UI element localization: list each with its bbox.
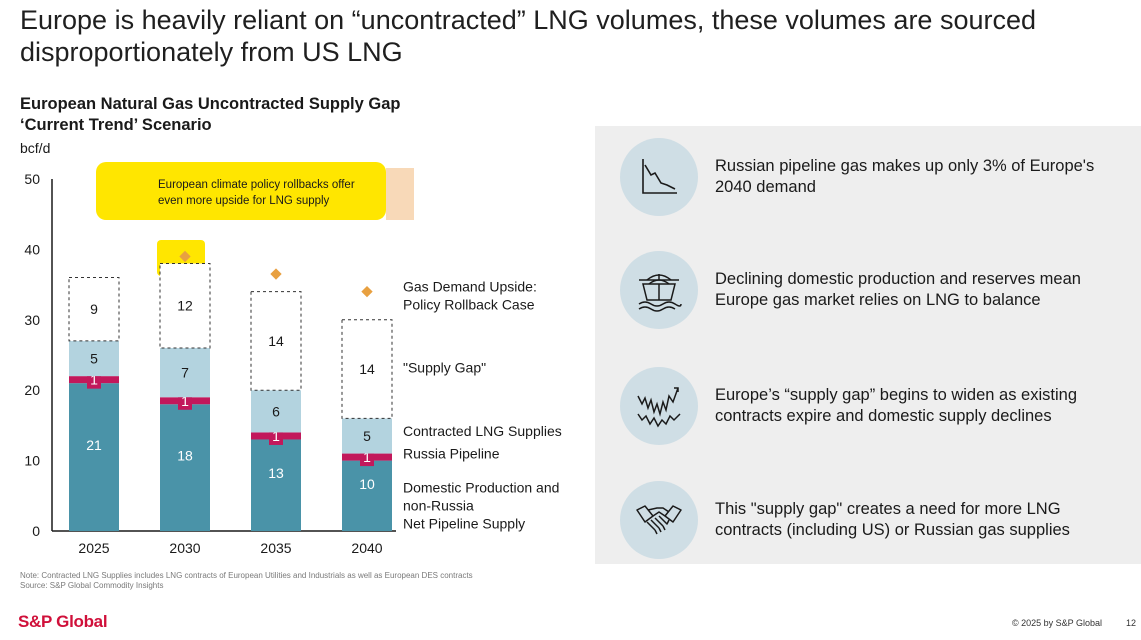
legend-label-upside: Policy Rollback Case [403, 297, 535, 313]
legend-label-gap: "Supply Gap" [403, 360, 486, 376]
key-point-3-text: Europe’s “supply gap” begins to widen as… [715, 386, 1077, 425]
russia-pipeline-value: 1 [363, 449, 371, 465]
note-text: Note: Contracted LNG Supplies includes L… [20, 571, 473, 580]
domestic-production-segment [69, 383, 119, 531]
chart-title-line-2: ‘Current Trend’ Scenario [20, 116, 212, 134]
supply-gap-value: 9 [90, 301, 98, 317]
contracted-lng-segment [160, 347, 210, 398]
policy-rollback-marker [361, 285, 373, 298]
key-point-1-text: Russian pipeline gas makes up only 3% of… [715, 157, 1095, 196]
chart-note: Note: Contracted LNG Supplies includes L… [20, 571, 473, 591]
contracted-lng-value: 5 [363, 428, 371, 444]
x-tick-label: 2040 [351, 540, 382, 556]
key-point-4: This "supply gap" creates a need for mor… [620, 481, 1115, 559]
callout-highlight-tail [386, 168, 414, 220]
domestic-production-segment [251, 439, 301, 531]
domestic-production-value: 13 [268, 465, 284, 481]
x-tick-label: 2025 [78, 540, 109, 556]
lng-tanker-ship-icon [620, 251, 698, 329]
russia-pipeline-value: 1 [90, 372, 98, 388]
supply-gap-value: 12 [177, 298, 193, 314]
supply-gap-value: 14 [268, 333, 284, 349]
supply-gap-segment [159, 262, 211, 349]
legend-label-upside: Gas Demand Upside: [403, 279, 537, 295]
legend-label-russia: Russia Pipeline [403, 445, 500, 461]
y-tick-label: 10 [24, 453, 40, 469]
y-tick-label: 40 [24, 241, 40, 257]
x-tick-label: 2030 [169, 540, 200, 556]
source-text: Source: S&P Global Commodity Insights [20, 581, 164, 590]
y-tick-label: 0 [32, 523, 40, 539]
legend-label-domestic: Net Pipeline Supply [403, 515, 525, 531]
stacked-bar-chart: European climate policy rollbacks offer e… [24, 162, 562, 556]
domestic-production-value: 21 [86, 437, 102, 453]
legend-label-domestic: non-Russia [403, 497, 474, 513]
callout-text-line-2: even more upside for LNG supply [158, 195, 330, 207]
domestic-production-value: 10 [359, 476, 375, 492]
key-point-2-text: Declining domestic production and reserv… [715, 270, 1081, 309]
key-point-2: Declining domestic production and reserv… [620, 251, 1115, 329]
supply-gap-segment [68, 277, 120, 342]
legend-label-lng: Contracted LNG Supplies [403, 423, 562, 439]
y-tick-label: 50 [24, 171, 40, 187]
contracted-lng-segment [342, 418, 392, 454]
supply-gap-value: 14 [359, 361, 375, 377]
volatile-line-chart-icon [620, 367, 698, 445]
x-tick-label: 2035 [260, 540, 291, 556]
domestic-production-value: 18 [177, 448, 193, 464]
y-axis-unit: bcf/d [20, 140, 51, 156]
contracted-lng-segment [69, 340, 119, 377]
supply-gap-segment [250, 291, 302, 391]
sp-global-logo: S&P Global [18, 612, 108, 631]
chart-title-line-1: European Natural Gas Uncontracted Supply… [20, 95, 401, 113]
domestic-production-segment [160, 404, 210, 531]
handshake-icon [620, 481, 698, 559]
slide-headline: Europe is heavily reliant on “uncontract… [20, 5, 1037, 67]
y-tick-label: 30 [24, 312, 40, 328]
declining-chart-icon [620, 138, 698, 216]
key-point-4-text: This "supply gap" creates a need for mor… [715, 500, 1070, 539]
domestic-production-segment [342, 460, 392, 531]
legend-label-domestic: Domestic Production and [403, 479, 559, 495]
supply-gap-segment [341, 319, 393, 419]
callout-highlight [96, 162, 386, 220]
callout-text-line-1: European climate policy rollbacks offer [158, 179, 355, 191]
chart-title: European Natural Gas Uncontracted Supply… [20, 94, 401, 136]
key-point-3: Europe’s “supply gap” begins to widen as… [620, 367, 1115, 445]
contracted-lng-value: 7 [181, 365, 189, 381]
y-tick-label: 20 [24, 382, 40, 398]
page-number: 12 [1126, 618, 1137, 628]
contracted-lng-segment [251, 390, 301, 433]
key-point-1: Russian pipeline gas makes up only 3% of… [620, 138, 1115, 216]
key-points-panel: Russian pipeline gas makes up only 3% of… [595, 126, 1141, 564]
russia-pipeline-value: 1 [272, 428, 280, 444]
contracted-lng-value: 6 [272, 403, 280, 419]
russia-pipeline-value: 1 [181, 393, 189, 409]
contracted-lng-value: 5 [90, 351, 98, 367]
copyright: © 2025 by S&P Global [1012, 618, 1103, 628]
policy-rollback-marker [270, 268, 282, 280]
